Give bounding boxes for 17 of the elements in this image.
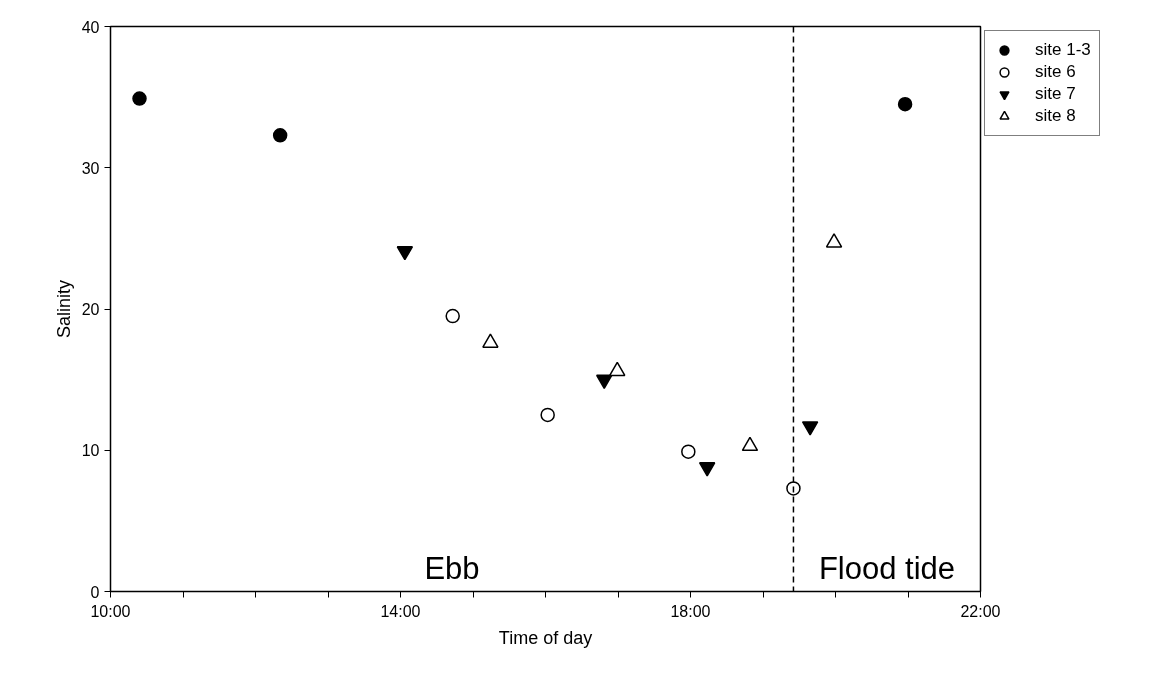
x-tick-label: 14:00 (380, 602, 421, 620)
y-axis-title: Salinity (53, 279, 74, 339)
annotation: Flood tide (818, 550, 956, 586)
y-tick-label: 20 (81, 301, 100, 318)
y-tick-label: 10 (81, 442, 100, 460)
x-axis-title: Time of day (498, 627, 593, 648)
y-tick-label: 40 (81, 18, 100, 36)
x-tick-label: 22:00 (960, 602, 1001, 620)
annotation: Ebb (424, 550, 480, 586)
x-tick-label: 18:00 (670, 602, 711, 620)
legend-label: site 6 (1035, 61, 1076, 83)
legend-label: site 8 (1035, 105, 1076, 127)
legend-label: site 1-3 (1035, 39, 1091, 61)
y-tick-label: 0 (90, 583, 100, 601)
x-tick-label: 10:00 (90, 602, 131, 620)
legend-label: site 7 (1035, 83, 1076, 105)
y-tick-label: 30 (81, 159, 100, 177)
